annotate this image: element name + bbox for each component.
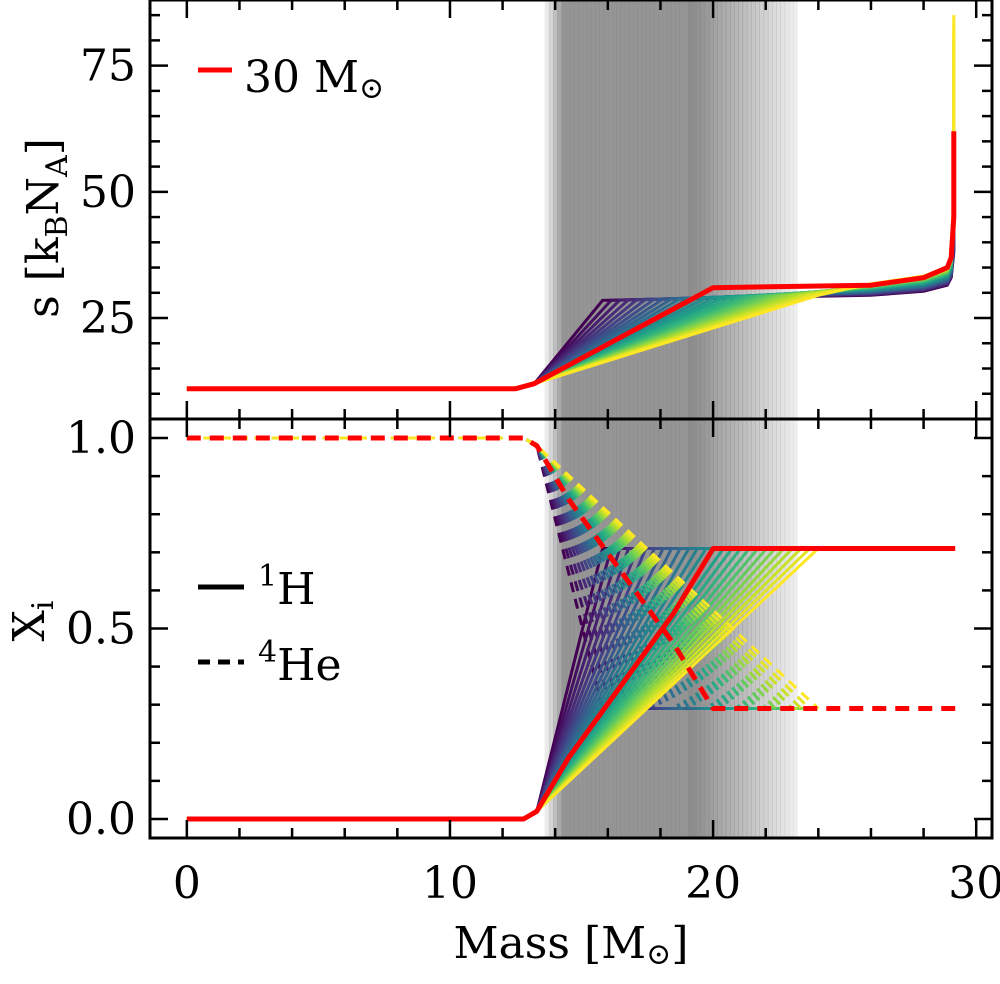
bottom-red-h-line	[186, 546, 956, 822]
top-y-tick-label: 50	[80, 167, 136, 218]
x-tick-label: 0	[173, 858, 201, 909]
bottom-abundance-highlight	[186, 435, 956, 822]
top-legend: 30 M⊙	[198, 52, 384, 106]
legend-1h-label: 1H	[258, 559, 315, 615]
top-red-line	[186, 131, 957, 392]
top-y-tick-label: 25	[80, 293, 136, 344]
bottom-y-tick-label: 0.5	[66, 604, 136, 655]
x-tick-label: 10	[422, 858, 478, 909]
x-axis-label: Mass [M⊙]	[454, 918, 689, 972]
tick-labels: 25 50 75 0.0 0.5 1.0 0 10 20 30	[66, 41, 1000, 909]
bottom-family-he-line	[186, 436, 820, 710]
axis-ticks	[150, 0, 992, 838]
x-tick-label: 20	[685, 858, 741, 909]
bottom-y-axis-label: Xi	[4, 601, 61, 642]
legend-30-msun-label: 30 M⊙	[244, 52, 384, 106]
top-y-axis-label: s [kBNA]	[18, 138, 75, 318]
top-entropy-highlight	[186, 131, 957, 392]
bottom-panel-frame	[148, 417, 994, 840]
bottom-y-tick-label: 0.0	[66, 794, 136, 845]
bottom-legend: 1H 4He	[198, 559, 342, 691]
bottom-y-tick-label: 1.0	[66, 413, 136, 464]
top-y-tick-label: 75	[80, 41, 136, 92]
x-tick-label: 30	[948, 858, 1000, 909]
bottom-red-he-line	[186, 435, 956, 711]
legend-4he-label: 4He	[258, 635, 342, 691]
